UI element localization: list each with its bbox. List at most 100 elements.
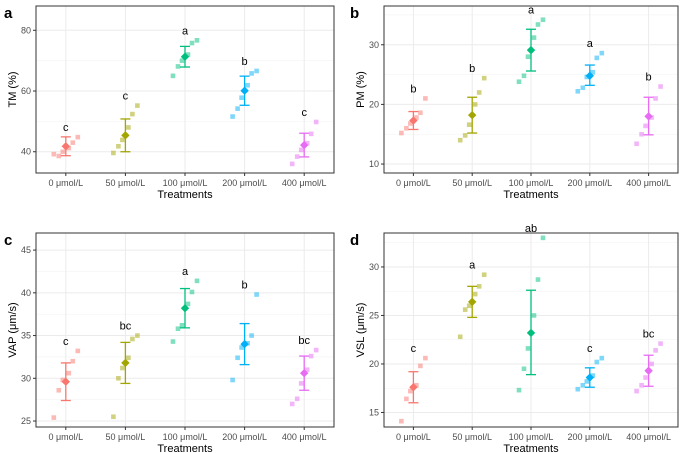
data-point	[472, 102, 478, 107]
data-point	[304, 367, 310, 373]
y-tick-label: 25	[369, 310, 379, 320]
mean-marker	[180, 52, 190, 61]
significance-letter: b	[242, 56, 248, 68]
data-point	[525, 54, 531, 59]
treatment-group-2: a	[516, 5, 546, 85]
y-tick-label: 80	[21, 25, 31, 35]
data-point	[423, 355, 428, 361]
data-point	[525, 346, 531, 351]
data-point	[249, 71, 254, 76]
data-point	[70, 140, 76, 145]
data-point	[179, 322, 185, 328]
significance-letter: b	[469, 63, 475, 75]
significance-letter: b	[646, 72, 652, 84]
significance-letter: ab	[525, 223, 537, 235]
x-tick-label: 400 μmol/L	[282, 178, 327, 188]
treatment-group-3: b	[230, 56, 259, 119]
significance-letter: bc	[120, 321, 132, 333]
data-point	[175, 326, 181, 332]
x-tick-label: 100 μmol/L	[509, 178, 554, 188]
data-point	[457, 137, 463, 143]
data-point	[308, 353, 314, 359]
x-tick-label: 100 μmol/L	[509, 432, 554, 442]
data-point	[254, 68, 259, 74]
data-point	[135, 333, 140, 338]
data-point	[75, 348, 81, 354]
data-point	[111, 414, 116, 420]
treatment-group-0: c	[51, 122, 81, 159]
data-point	[298, 147, 304, 153]
mean-marker	[409, 383, 418, 392]
treatment-group-1: a	[457, 260, 487, 340]
mean-marker	[61, 377, 70, 386]
x-tick-label: 0 μmol/L	[48, 178, 83, 188]
data-point	[239, 95, 244, 100]
data-point	[584, 379, 590, 384]
mean-marker	[121, 358, 130, 368]
data-point	[298, 381, 304, 386]
mean-marker	[644, 366, 653, 375]
data-point	[66, 145, 72, 151]
x-tick-label: 0 μmol/L	[396, 432, 431, 442]
data-point	[294, 396, 300, 402]
data-point	[481, 75, 487, 81]
x-tick-label: 200 μmol/L	[222, 432, 267, 442]
data-point	[239, 345, 244, 350]
data-point	[408, 121, 413, 126]
y-axis-title: TM (%)	[7, 71, 19, 107]
data-point	[185, 301, 191, 307]
treatment-group-3: c	[575, 343, 605, 392]
x-tick-label: 0 μmol/L	[396, 178, 431, 188]
x-axis-title: Treatments	[503, 443, 559, 453]
data-point	[399, 418, 404, 424]
x-tick-label: 200 μmol/L	[567, 432, 612, 442]
data-point	[521, 73, 527, 79]
data-point	[658, 84, 663, 89]
data-point	[476, 284, 482, 289]
data-point	[245, 82, 250, 88]
data-point	[653, 348, 658, 353]
data-point	[516, 79, 522, 85]
y-tick-label: 20	[369, 359, 379, 369]
data-point	[56, 153, 62, 159]
data-point	[531, 35, 537, 40]
mean-marker	[526, 328, 536, 338]
data-point	[230, 377, 235, 383]
data-point	[472, 291, 478, 297]
data-point	[111, 150, 116, 156]
data-point	[476, 90, 482, 95]
data-point	[120, 365, 125, 371]
treatment-group-1: c	[111, 91, 140, 156]
y-tick-label: 15	[369, 407, 379, 417]
data-point	[70, 358, 76, 364]
x-tick-label: 50 μmol/L	[106, 178, 146, 188]
significance-letter: c	[63, 336, 69, 348]
data-point	[414, 115, 419, 120]
panel-b: 10 20 30 b 0 μmol/L b 50 μmol/L a 100 μmol/L a 200…	[350, 5, 679, 201]
data-point	[590, 373, 596, 378]
treatment-group-3: b	[230, 280, 259, 383]
data-point	[540, 17, 546, 23]
mean-marker	[180, 304, 190, 313]
data-point	[540, 235, 546, 241]
y-tick-label: 40	[21, 288, 31, 298]
data-point	[575, 88, 581, 94]
significance-letter: c	[411, 343, 417, 355]
panel-d: 15 20 25 30 c 0 μmol/L a 50 μmol/L ab 100 μmol/L c…	[350, 223, 679, 453]
y-axis-title: PM (%)	[355, 71, 367, 108]
data-point	[590, 69, 596, 75]
data-point	[634, 141, 639, 147]
data-point	[170, 73, 176, 79]
y-axis-title: VSL (μm/s)	[355, 303, 367, 358]
significance-letter: bc	[298, 335, 310, 347]
data-point	[170, 339, 176, 344]
data-point	[575, 386, 581, 392]
significance-letter: a	[469, 260, 476, 272]
mean-marker	[468, 297, 477, 307]
significance-letter: b	[242, 280, 248, 292]
significance-letter: a	[182, 266, 189, 278]
data-point	[254, 292, 259, 297]
mean-marker	[526, 45, 536, 55]
data-point	[404, 396, 409, 402]
